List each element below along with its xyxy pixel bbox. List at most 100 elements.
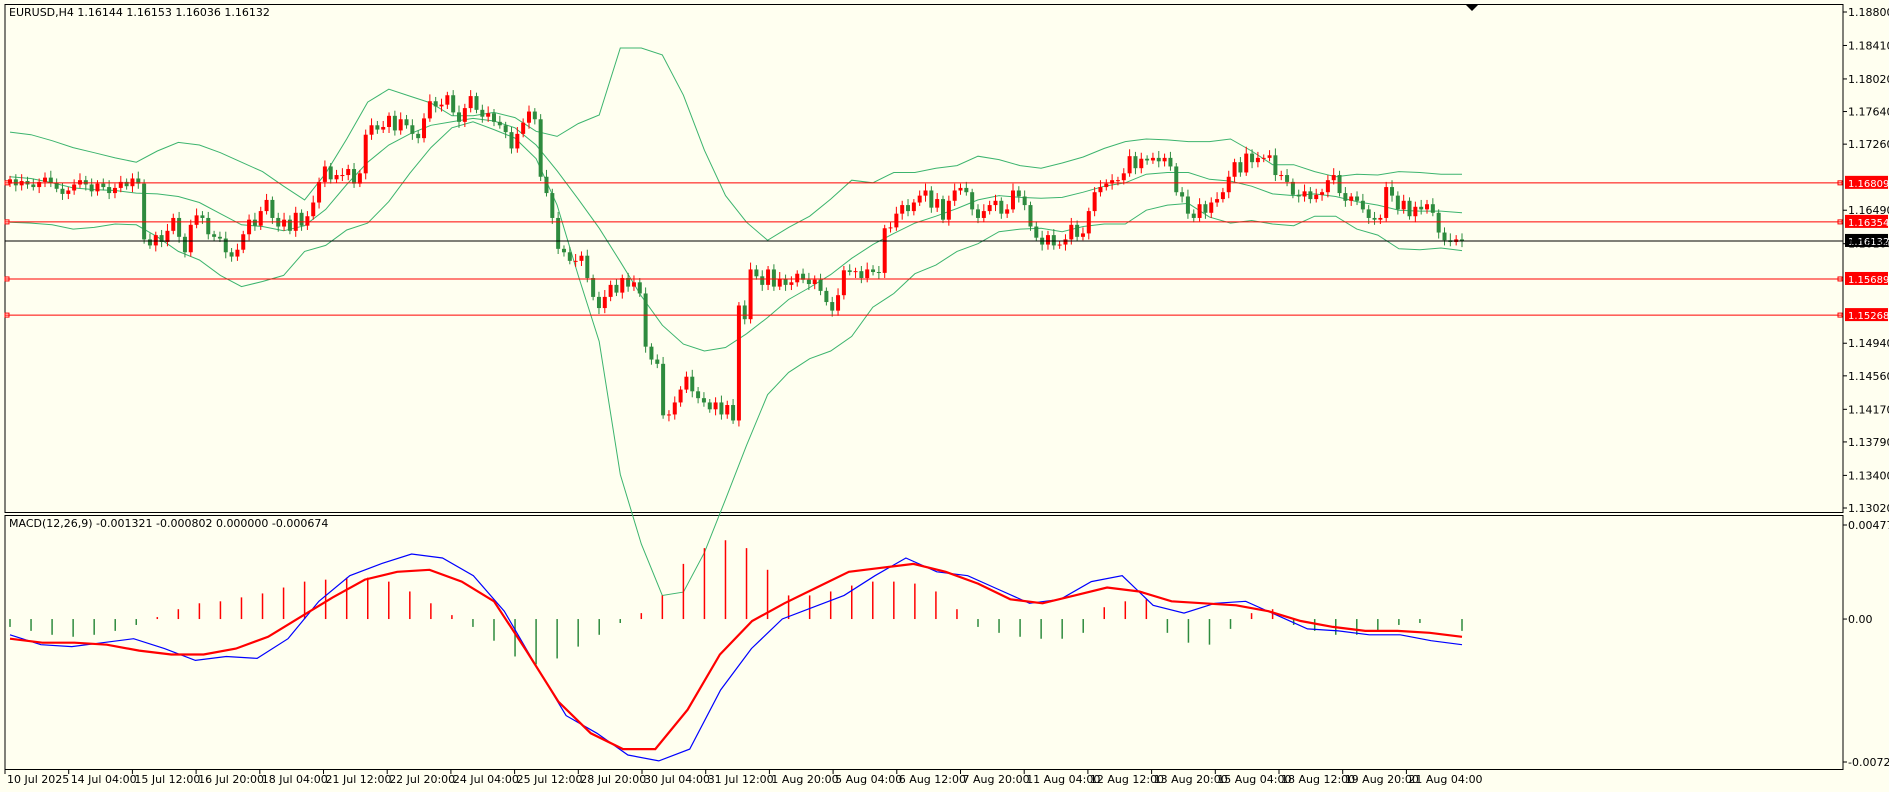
time-tick-label: 5 Aug 04:00 [835, 773, 902, 786]
price-tick-label: 1.16100 [1848, 238, 1889, 251]
candle-body [95, 183, 100, 192]
candle-body [1139, 158, 1144, 169]
candle-body [725, 405, 730, 415]
candlesticks [8, 90, 1464, 427]
candle-body [147, 239, 152, 246]
candle-body [906, 205, 911, 212]
candle-body [941, 199, 946, 220]
candle-body [410, 125, 415, 134]
candle-body [480, 109, 485, 117]
time-tick-label: 12 Aug 12:00 [1090, 773, 1164, 786]
candle-body [806, 279, 811, 285]
time-tick-label: 16 Jul 20:00 [198, 773, 264, 786]
candle-body [742, 305, 747, 320]
candle-body [1168, 157, 1173, 167]
candle-body [363, 134, 368, 174]
candle-body [591, 278, 596, 297]
candle-body [608, 284, 613, 297]
macd-tick-label: 0.004774 [1848, 519, 1889, 532]
current-price-tag [1845, 233, 1888, 247]
candle-body [107, 187, 112, 194]
candle-body [894, 213, 899, 228]
candle-body [1209, 202, 1214, 213]
candle-body [637, 282, 642, 294]
candle-body [1296, 194, 1301, 197]
candle-body [1413, 206, 1418, 217]
candle-body [736, 305, 741, 421]
candle-body [1430, 204, 1435, 213]
candle-body [1150, 157, 1155, 161]
candle-body [993, 200, 998, 206]
candle-body [579, 255, 584, 261]
candle-body [1191, 213, 1196, 218]
time-tick-label: 31 Jul 12:00 [708, 773, 774, 786]
macd-signal-line [9, 562, 1463, 751]
candle-body [631, 282, 636, 287]
candle-body [1057, 244, 1062, 246]
candle-body [731, 405, 736, 421]
candle-body [1005, 209, 1010, 214]
time-tick-label: 18 Jul 04:00 [262, 773, 328, 786]
candle-body [474, 96, 479, 110]
candle-body [526, 111, 531, 123]
time-tick-label: 22 Jul 20:00 [389, 773, 455, 786]
horizontal-levels[interactable]: 1.16809 1.16354 1.15689 1.15268 1.16132 [4, 175, 1889, 322]
candle-body [1080, 233, 1085, 237]
candle-body [1267, 155, 1272, 158]
candle-body [457, 112, 462, 122]
candle-body [841, 270, 846, 296]
candle-body [404, 119, 409, 126]
candle-body [1145, 158, 1150, 161]
candle-body [847, 270, 852, 273]
time-tick-label: 28 Jul 20:00 [580, 773, 646, 786]
candle-body [1022, 196, 1027, 206]
candle-body [614, 284, 619, 293]
price-tick-label: 1.14560 [1848, 370, 1889, 383]
price-axis: 1.18800 1.18410 1.18020 1.17640 1.17260 1.164… [1843, 6, 1889, 515]
candle-body [305, 216, 310, 226]
candle-body [1273, 155, 1278, 176]
candle-body [1045, 235, 1050, 245]
time-tick-label: 7 Aug 20:00 [963, 773, 1030, 786]
candle-body [556, 217, 561, 249]
candle-body [165, 230, 170, 242]
candle-body [888, 227, 893, 229]
price-tick-label: 1.14170 [1848, 403, 1889, 416]
candle-body [427, 101, 432, 119]
candle-body [812, 279, 817, 285]
candle-body [766, 269, 771, 285]
candle-body [235, 249, 240, 257]
shift-marker-icon[interactable] [1466, 5, 1478, 11]
candle-body [381, 126, 386, 130]
level-price-label: 1.15689 [1848, 275, 1889, 286]
candle-body [503, 125, 508, 133]
candle-body [661, 363, 666, 416]
candle-body [89, 184, 94, 192]
candle-body [1285, 175, 1290, 182]
candle-body [1384, 187, 1389, 218]
candle-body [72, 184, 77, 191]
candle-body [1401, 200, 1406, 210]
candle-body [1390, 187, 1395, 196]
candle-body [1180, 192, 1185, 197]
candle-body [282, 219, 287, 227]
candle-body [561, 248, 566, 253]
candle-body [54, 182, 59, 189]
candle-body [1302, 191, 1307, 197]
candle-body [935, 199, 940, 208]
level-price-label: 1.15268 [1848, 311, 1889, 322]
candle-body [445, 95, 450, 105]
candle-body [1325, 180, 1330, 193]
candle-body [264, 199, 269, 212]
candle-body [1220, 192, 1225, 200]
candle-body [136, 178, 141, 184]
level-price-tag [1845, 271, 1888, 285]
candle-body [964, 187, 969, 193]
candle-body [900, 205, 905, 214]
price-tick-label: 1.18020 [1848, 73, 1889, 86]
candle-body [771, 269, 776, 287]
candle-body [118, 181, 123, 188]
candle-body [1314, 194, 1319, 200]
